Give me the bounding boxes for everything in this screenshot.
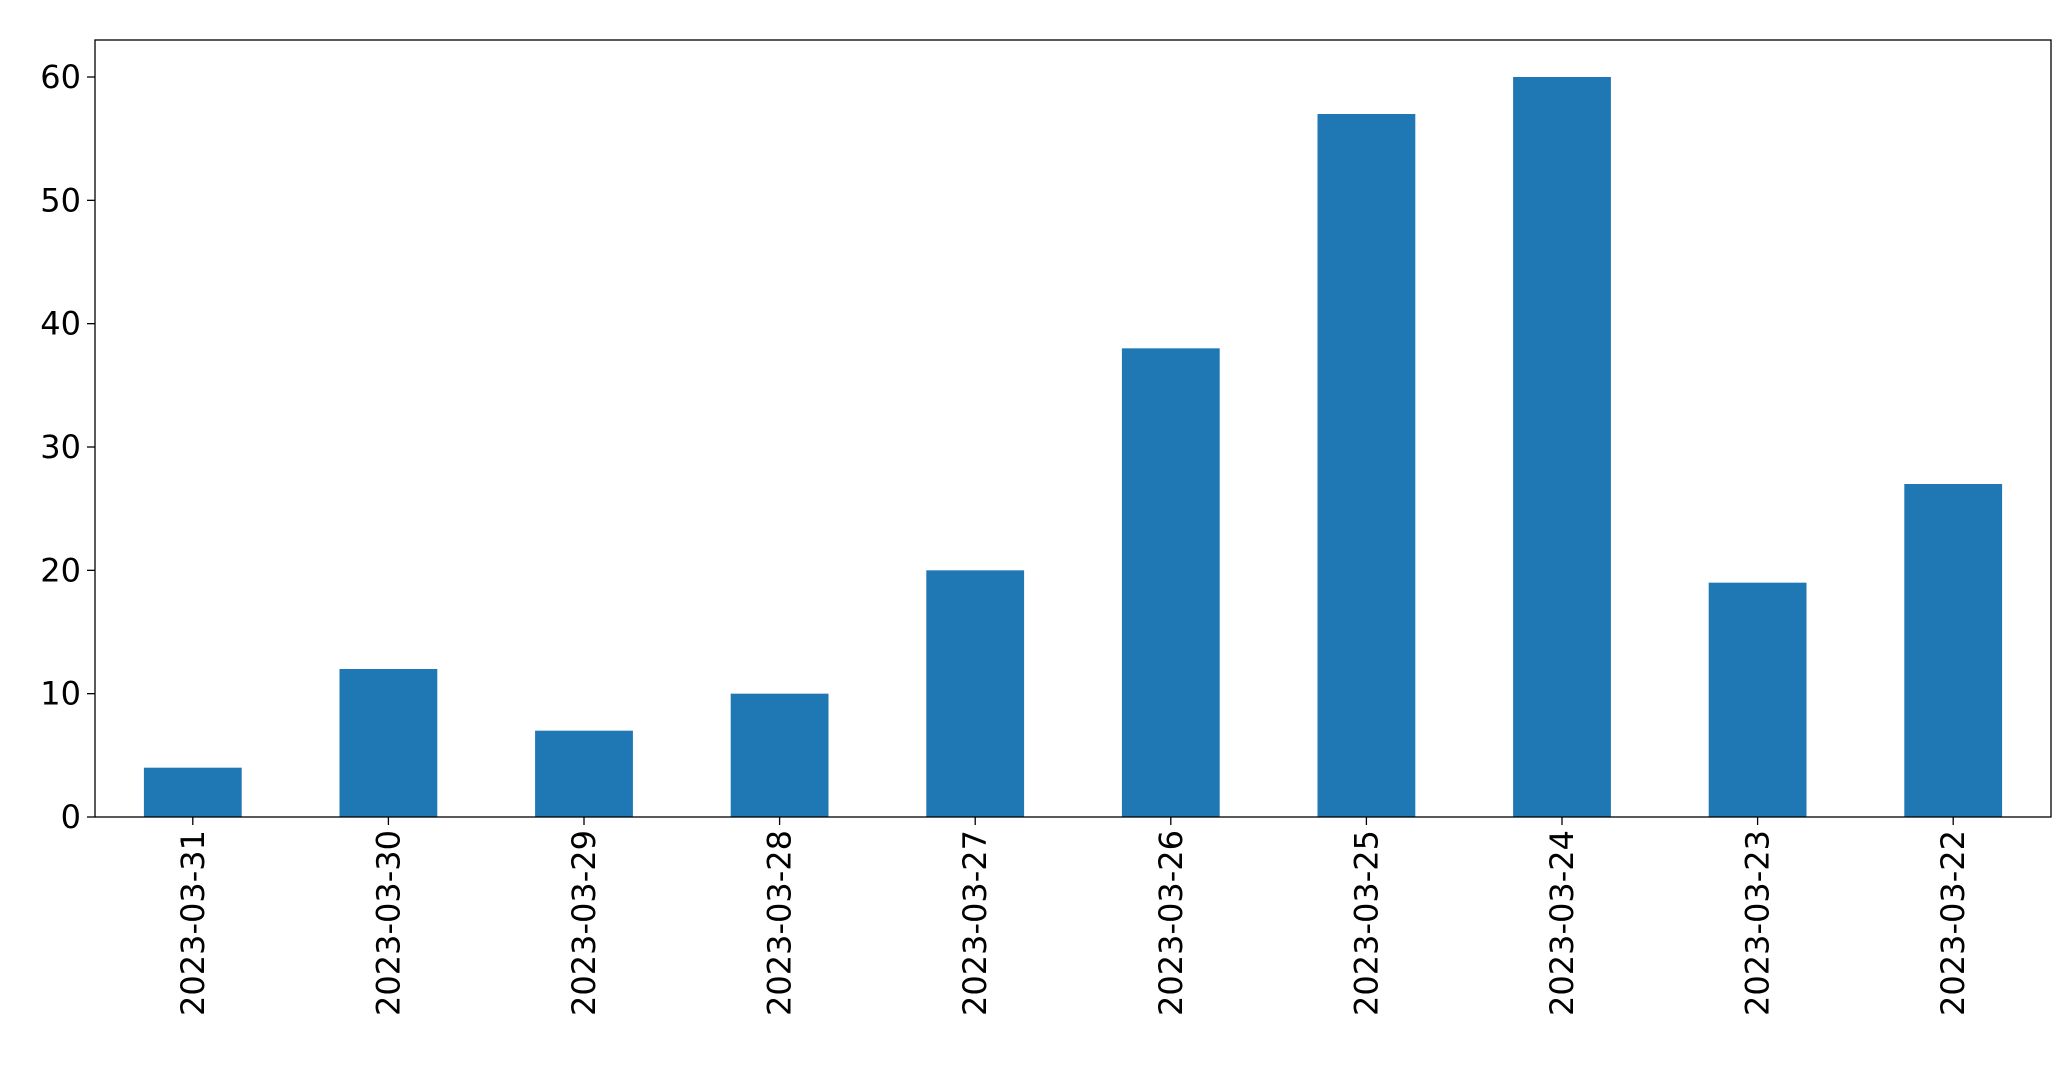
y-tick-label: 60 bbox=[40, 58, 81, 96]
y-tick-label: 20 bbox=[40, 551, 81, 589]
x-tick-label: 2023-03-24 bbox=[1543, 830, 1581, 1016]
x-tick-label: 2023-03-30 bbox=[369, 830, 407, 1016]
bar bbox=[339, 669, 438, 817]
x-tick-label: 2023-03-23 bbox=[1739, 830, 1777, 1016]
x-tick-label: 2023-03-22 bbox=[1934, 830, 1972, 1016]
y-tick-label: 40 bbox=[40, 305, 81, 343]
bar bbox=[1317, 114, 1416, 817]
bar bbox=[535, 730, 633, 817]
x-tick-label: 2023-03-26 bbox=[1152, 830, 1190, 1016]
y-tick-label: 10 bbox=[40, 675, 81, 713]
y-tick-label: 0 bbox=[61, 798, 81, 836]
plot-frame bbox=[94, 39, 2052, 818]
bar bbox=[1121, 348, 1220, 817]
y-tick-label: 50 bbox=[40, 181, 81, 219]
bar bbox=[1904, 484, 2003, 817]
y-tick-label: 30 bbox=[40, 428, 81, 466]
bar bbox=[1513, 77, 1611, 817]
x-tick-label: 2023-03-29 bbox=[565, 830, 603, 1016]
bar bbox=[730, 693, 829, 817]
x-tick-label: 2023-03-28 bbox=[761, 830, 799, 1016]
x-tick-label: 2023-03-31 bbox=[174, 830, 212, 1016]
x-tick-label: 2023-03-27 bbox=[956, 830, 994, 1016]
bar bbox=[926, 570, 1025, 817]
bar bbox=[1708, 582, 1807, 817]
x-tick-label: 2023-03-25 bbox=[1347, 830, 1385, 1016]
bar bbox=[143, 767, 242, 817]
